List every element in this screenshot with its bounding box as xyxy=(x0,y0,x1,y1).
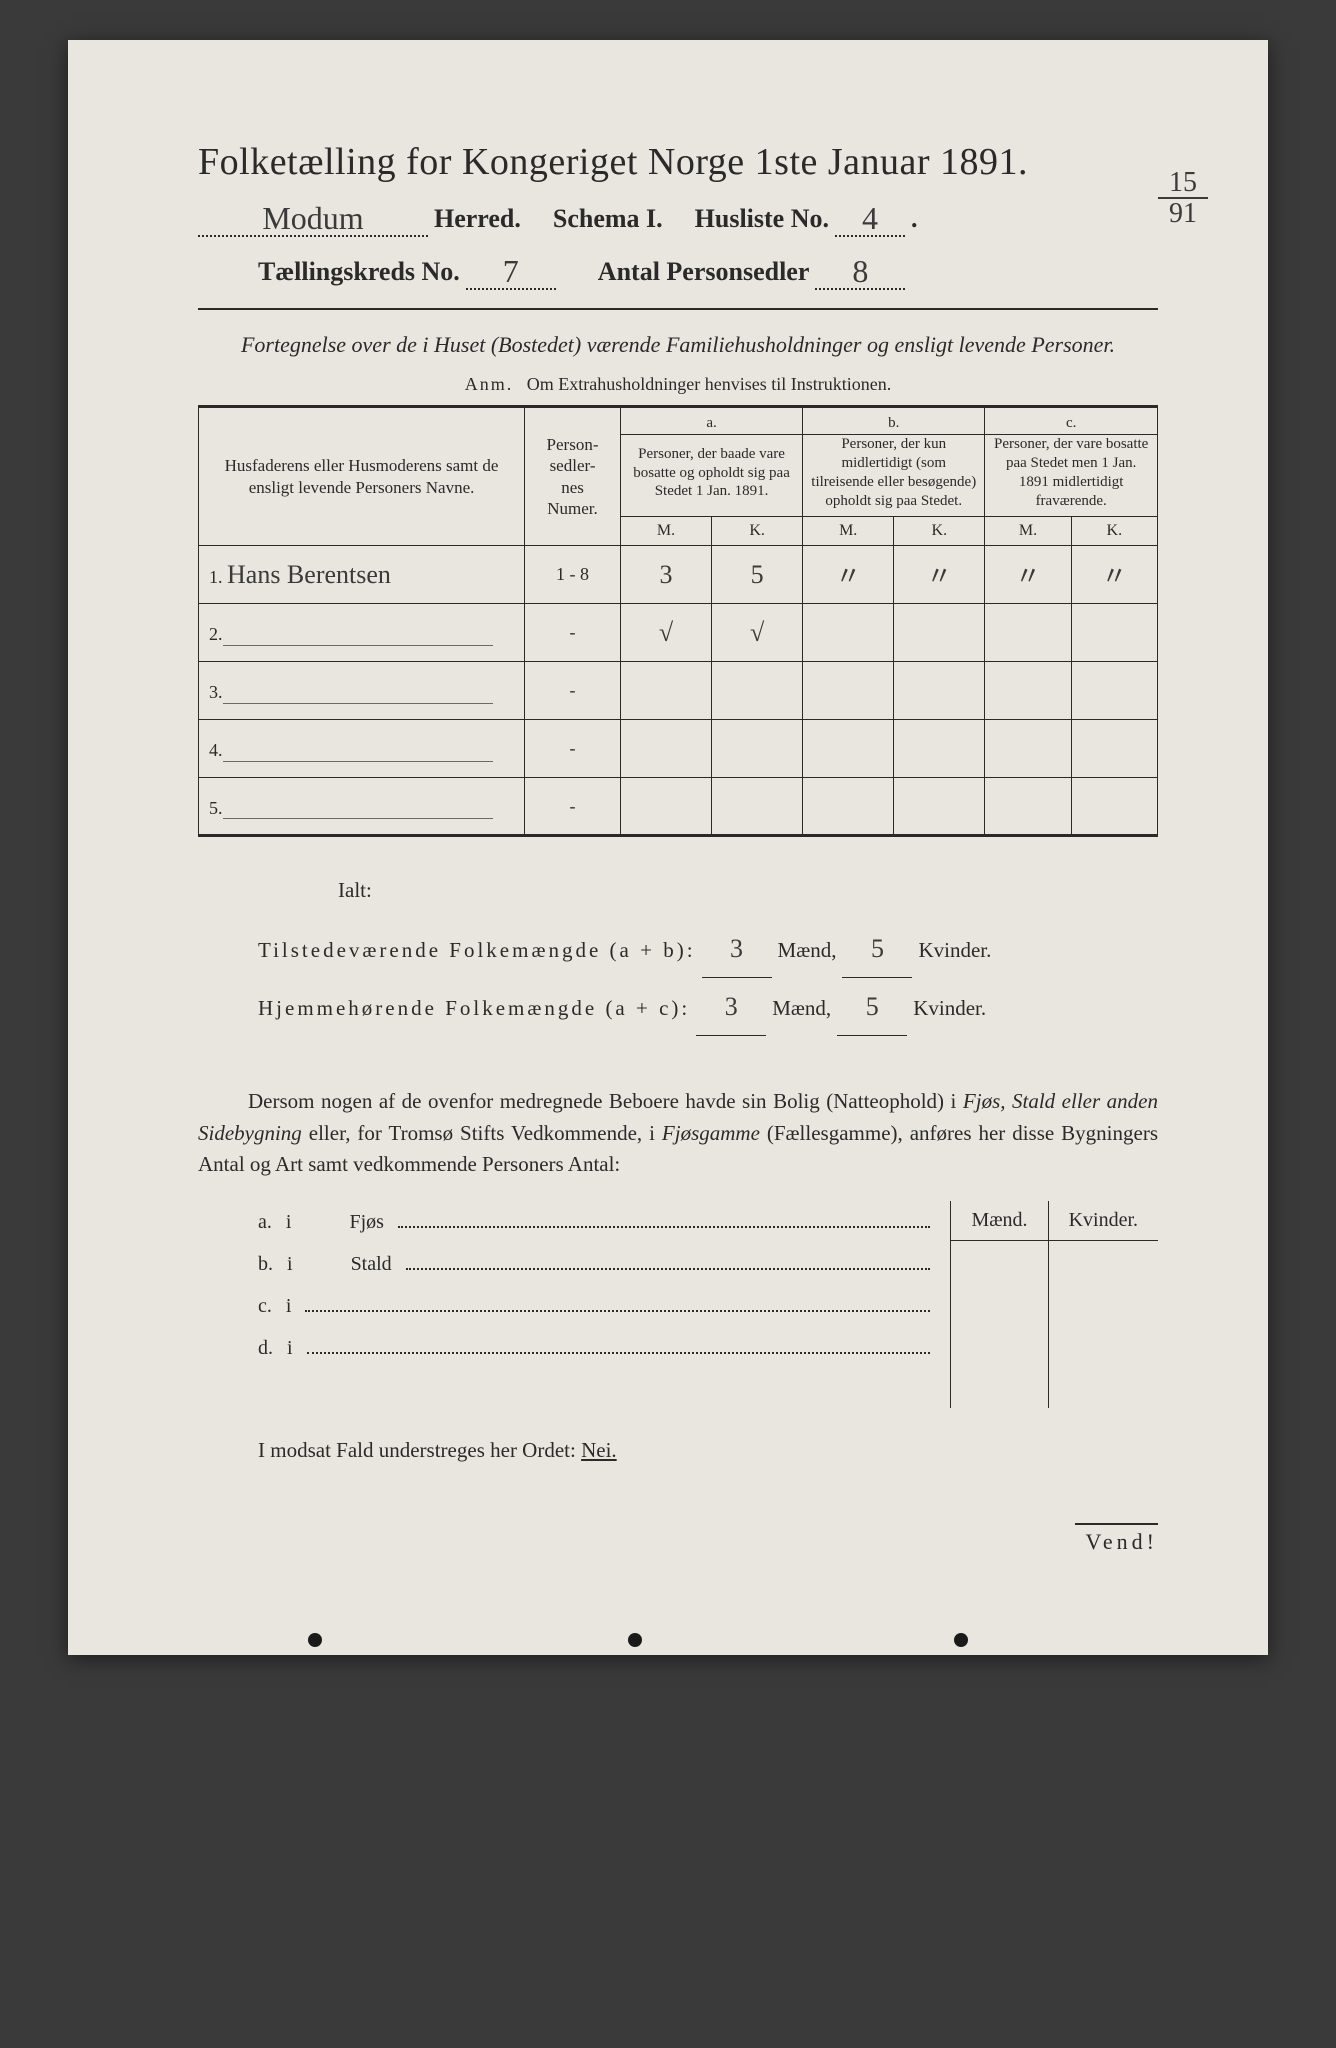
antal-label: Antal Personsedler xyxy=(598,257,810,287)
bygninger-paragraph: Dersom nogen af de ovenfor medregnede Be… xyxy=(198,1086,1158,1181)
herred-handwritten: Modum xyxy=(262,200,363,236)
anm-line: Anm. Om Extrahusholdninger henvises til … xyxy=(198,374,1158,395)
totals-row-1: Tilstedeværende Folkemængde (a + b): 3 M… xyxy=(258,920,1158,978)
table-row: 5. - xyxy=(199,778,1158,836)
kreds-field: 7 xyxy=(466,251,556,290)
antal-handwritten: 8 xyxy=(852,253,868,289)
schema-label: Schema I. xyxy=(553,204,663,234)
table-row: 1. Hans Berentsen 1 - 8 3 5 〃 〃 〃 〃 xyxy=(199,546,1158,604)
corner-bot: 91 xyxy=(1158,201,1208,226)
kreds-label: Tællingskreds No. xyxy=(258,257,460,287)
modsat-line: I modsat Fald understreges her Ordet: Ne… xyxy=(258,1438,1158,1463)
husliste-field: 4 xyxy=(835,198,905,237)
bygninger-list: a. i Fjøs b. i Stald c. i d. i xyxy=(198,1201,930,1409)
bygninger-block: a. i Fjøs b. i Stald c. i d. i xyxy=(198,1201,1158,1409)
row1-num: 1 - 8 xyxy=(525,546,621,604)
table-row: 2. - √ √ xyxy=(199,604,1158,662)
col-c-desc: Personer, der vare bosatte paa Stedet me… xyxy=(985,435,1158,517)
table-row: 4. - xyxy=(199,720,1158,778)
bygn-row-b: b. i Stald xyxy=(258,1243,930,1285)
col-b-label: b. xyxy=(803,406,985,435)
col-name-header: Husfaderens eller Husmoderens samt de en… xyxy=(199,406,525,546)
divider-1 xyxy=(198,308,1158,310)
bygn-row-d: d. i xyxy=(258,1327,930,1369)
census-form-page: 15 91 Folketælling for Kongeriget Norge … xyxy=(68,40,1268,1655)
bygn-row-c: c. i xyxy=(258,1285,930,1327)
b-m: M. xyxy=(803,517,894,546)
header-line-3: Tællingskreds No. 7 Antal Personsedler 8 xyxy=(198,251,1158,290)
tilstede-label: Tilstedeværende Folkemængde (a + b): xyxy=(258,927,696,973)
corner-fraction: 15 91 xyxy=(1158,170,1208,226)
antal-field: 8 xyxy=(815,251,905,290)
corner-top: 15 xyxy=(1158,170,1208,195)
hjemme-label: Hjemmehørende Folkemængde (a + c): xyxy=(258,985,690,1031)
col-b-desc: Personer, der kun midlertidigt (som tilr… xyxy=(803,435,985,517)
l2-m: 3 xyxy=(725,992,738,1021)
c-m: M. xyxy=(985,517,1071,546)
l2-k: 5 xyxy=(866,992,879,1021)
anm-label: Anm. xyxy=(465,374,514,394)
main-table: Husfaderens eller Husmoderens samt de en… xyxy=(198,405,1158,838)
table-body: 1. Hans Berentsen 1 - 8 3 5 〃 〃 〃 〃 2. -… xyxy=(199,546,1158,836)
totals-row-2: Hjemmehørende Folkemængde (a + c): 3 Mæn… xyxy=(258,978,1158,1036)
anm-text: Om Extrahusholdninger henvises til Instr… xyxy=(527,374,891,394)
ialt-label: Ialt: xyxy=(338,867,1158,913)
mk2-kvinder: Kvinder. xyxy=(1048,1201,1158,1241)
l1-k: 5 xyxy=(871,934,884,963)
nei-word: Nei. xyxy=(581,1438,617,1462)
vend-label: Vend! xyxy=(1075,1523,1158,1555)
husliste-handwritten: 4 xyxy=(862,200,878,236)
row1-name: Hans Berentsen xyxy=(227,560,391,589)
husliste-label: Husliste No. xyxy=(695,204,829,234)
col-a-desc: Personer, der baade vare bosatte og opho… xyxy=(620,435,802,517)
table-row: 3. - xyxy=(199,662,1158,720)
bygn-mk-table: Mænd. Kvinder. xyxy=(950,1201,1158,1409)
col-c-label: c. xyxy=(985,406,1158,435)
herred-label: Herred. xyxy=(434,204,521,234)
main-title: Folketælling for Kongeriget Norge 1ste J… xyxy=(198,140,1158,184)
edge-blot-mid xyxy=(628,1633,642,1647)
totals-block: Ialt: Tilstedeværende Folkemængde (a + b… xyxy=(258,867,1158,1036)
a-k: K. xyxy=(712,517,803,546)
l1-m: 3 xyxy=(730,934,743,963)
col-num-header: Person- sedler- nes Numer. xyxy=(525,406,621,546)
mk2-maend: Mænd. xyxy=(951,1201,1048,1241)
subtitle: Fortegnelse over de i Huset (Bostedet) v… xyxy=(198,330,1158,360)
c-k: K. xyxy=(1071,517,1157,546)
col-a-label: a. xyxy=(620,406,802,435)
header-line-2: Modum Herred. Schema I. Husliste No. 4 . xyxy=(198,198,1158,237)
b-k: K. xyxy=(894,517,985,546)
kreds-handwritten: 7 xyxy=(503,253,519,289)
bygn-row-a: a. i Fjøs xyxy=(258,1201,930,1243)
herred-field: Modum xyxy=(198,198,428,237)
edge-blot-left xyxy=(308,1633,322,1647)
a-m: M. xyxy=(620,517,711,546)
edge-blot-right xyxy=(954,1633,968,1647)
